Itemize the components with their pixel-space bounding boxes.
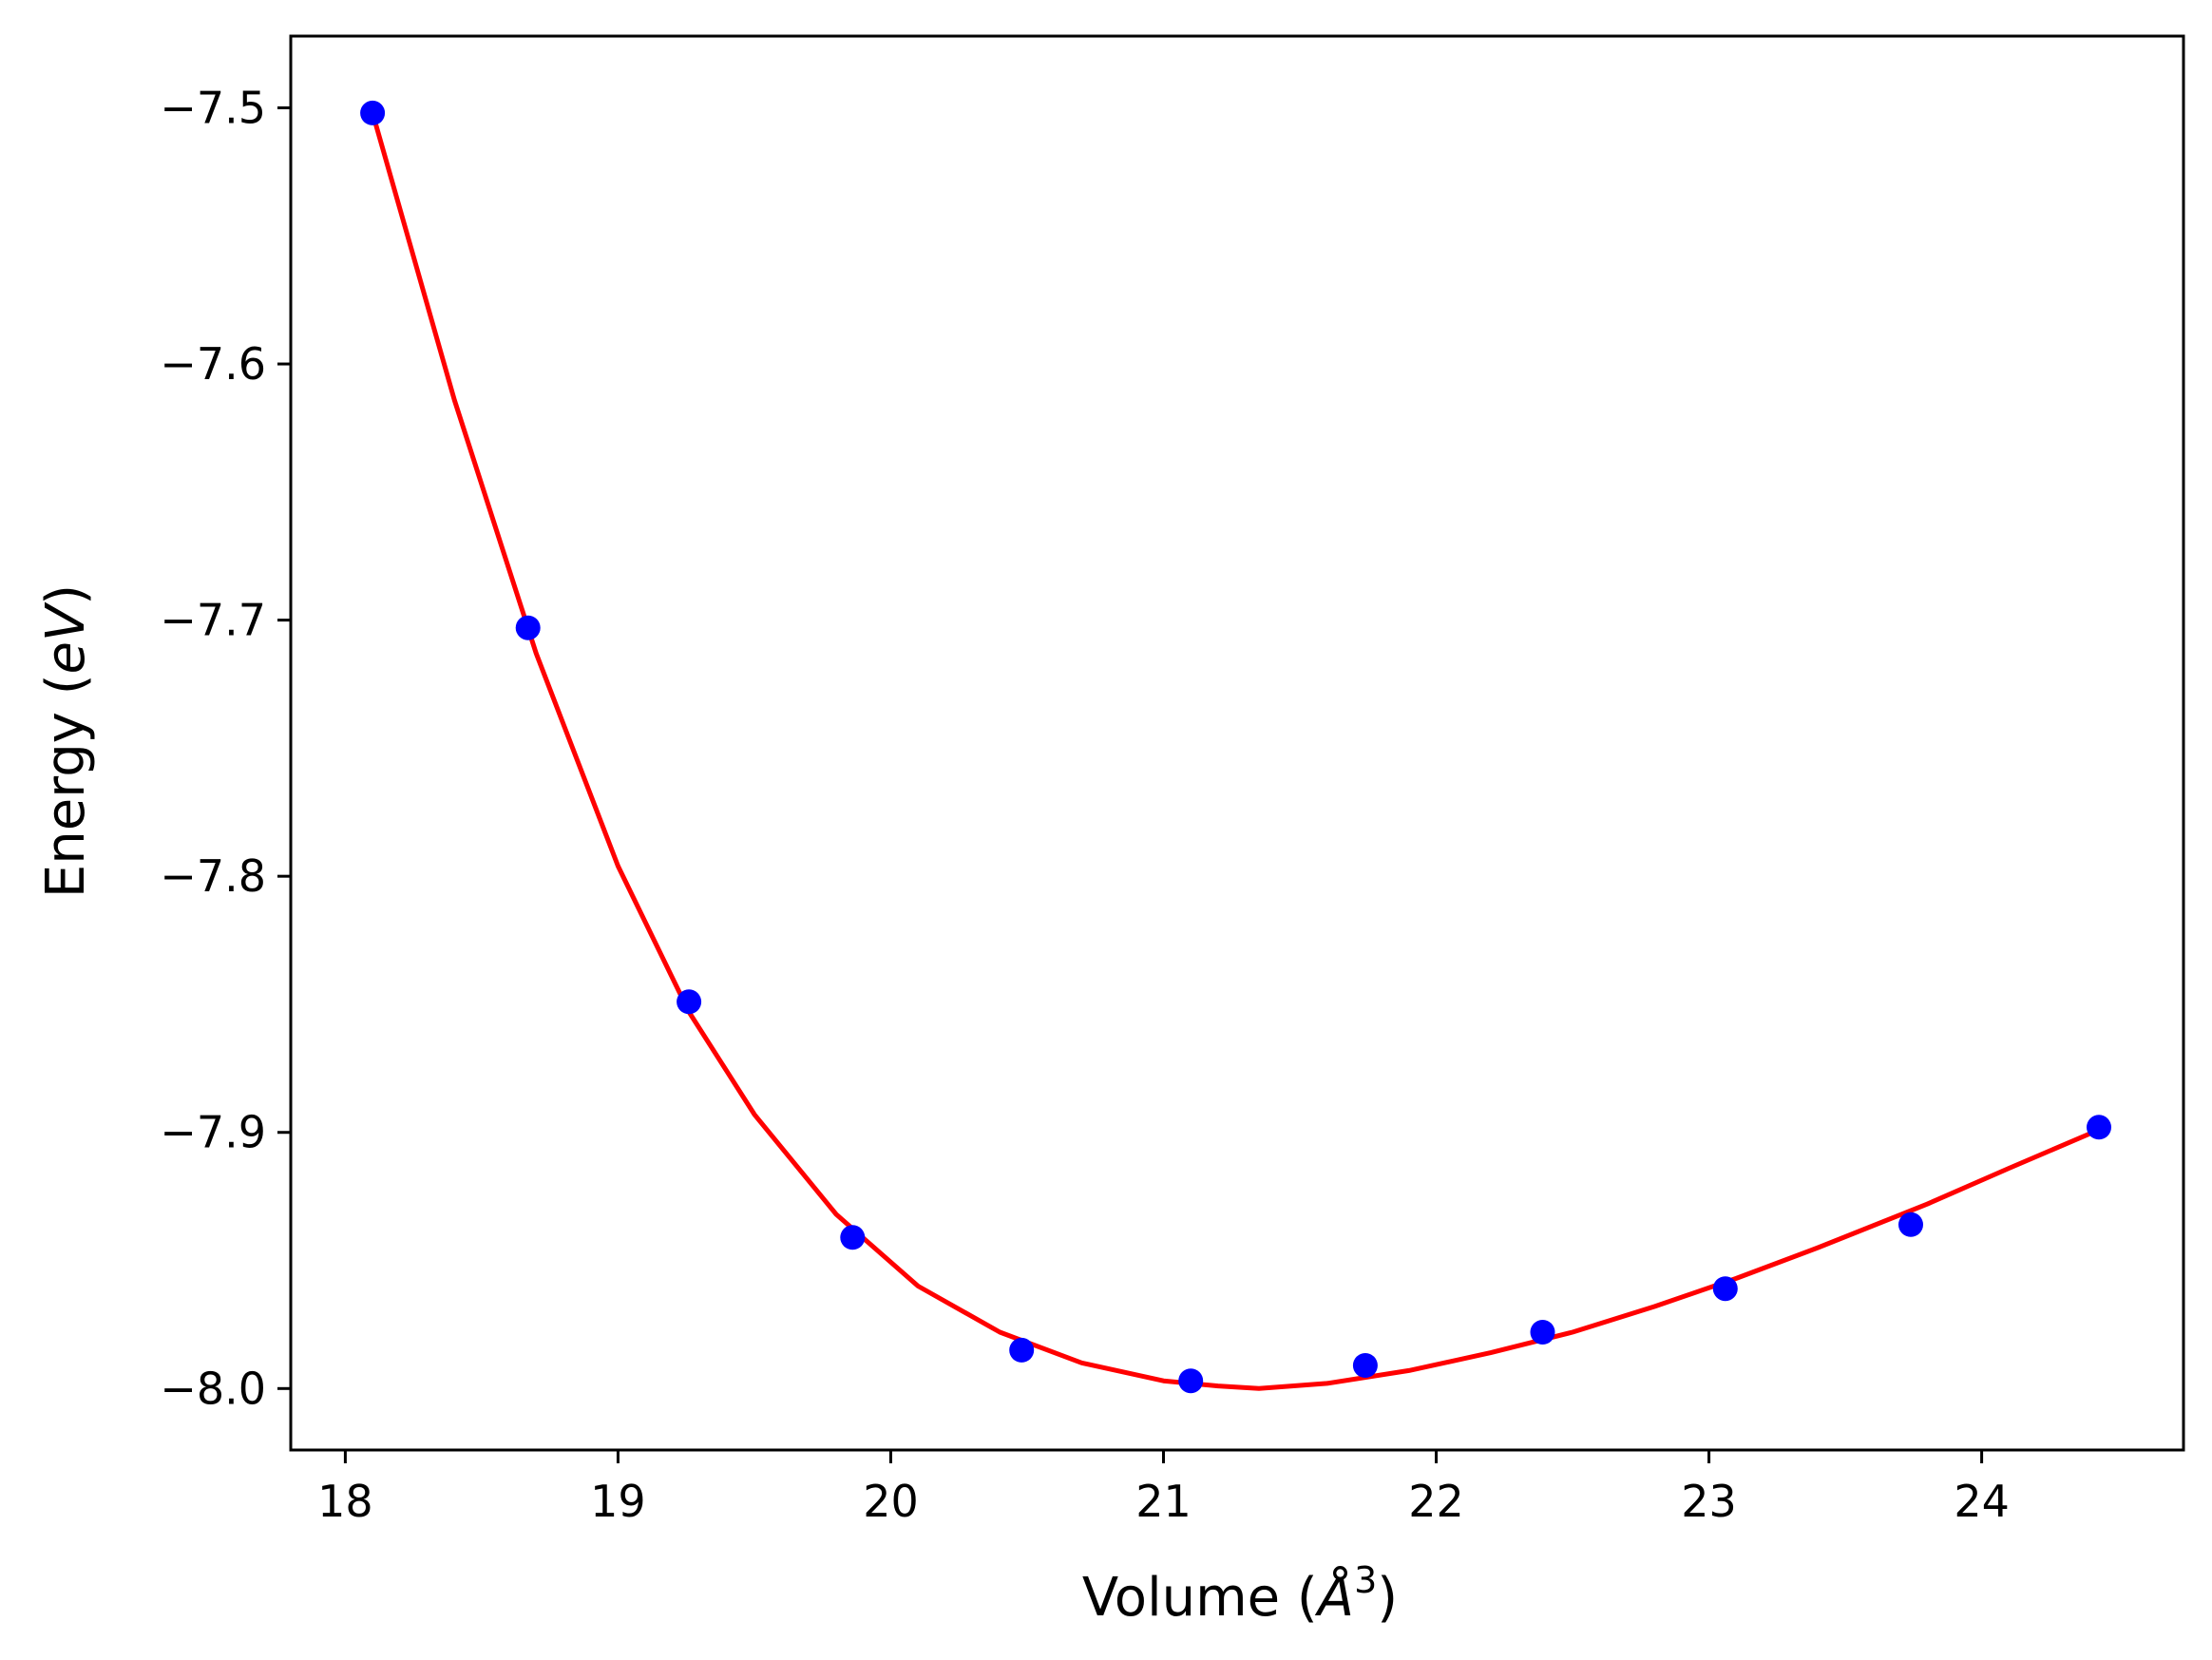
y-axis-label: Energy (eV): [35, 584, 97, 898]
x-tick-label: 23: [1681, 1476, 1737, 1527]
x-tick-label: 22: [1408, 1476, 1464, 1527]
data-point: [2087, 1115, 2111, 1140]
y-tick-label: −7.6: [160, 338, 266, 390]
data-point: [360, 100, 386, 125]
x-axis-label-prefix: Volume (: [1082, 1567, 1318, 1629]
data-point: [1530, 1320, 1555, 1345]
x-tick-label: 19: [590, 1476, 646, 1527]
y-tick-label: −7.7: [160, 595, 266, 646]
data-point: [1009, 1337, 1035, 1363]
data-point: [1712, 1276, 1738, 1302]
x-axis-label-suffix: ): [1377, 1567, 1398, 1629]
plot-area: [360, 100, 2111, 1394]
y-tick-label: −7.8: [160, 850, 266, 902]
data-point: [1898, 1212, 1923, 1237]
x-axis-label: Volume (Å3): [1082, 1559, 1398, 1629]
data-point: [677, 989, 702, 1015]
x-axis-ticks: 18 19 20 21 22 23 24: [317, 1450, 2010, 1527]
x-tick-label: 21: [1135, 1476, 1192, 1527]
axes-frame: [289, 34, 2185, 1452]
x-axis-label-unit: Å: [1315, 1566, 1354, 1629]
y-axis-label-suffix: ): [35, 584, 97, 605]
y-axis-ticks: −8.0 −7.9 −7.8 −7.7 −7.6 −7.5: [160, 82, 291, 1414]
data-point: [1352, 1353, 1378, 1378]
y-axis-label-unit: eV: [35, 601, 97, 674]
y-axis-label-prefix: Energy (: [35, 674, 97, 898]
x-tick-label: 18: [317, 1476, 373, 1527]
data-point: [1178, 1368, 1204, 1394]
y-tick-label: −8.0: [160, 1363, 266, 1414]
data-point: [515, 615, 541, 640]
fit-curve-line: [370, 110, 2102, 1391]
y-tick-label: −7.5: [160, 82, 266, 133]
data-point: [840, 1225, 866, 1250]
x-tick-label: 24: [1954, 1476, 2010, 1527]
x-tick-label: 20: [863, 1476, 919, 1527]
x-axis-label-exponent: 3: [1354, 1559, 1377, 1601]
y-tick-label: −7.9: [160, 1107, 266, 1158]
